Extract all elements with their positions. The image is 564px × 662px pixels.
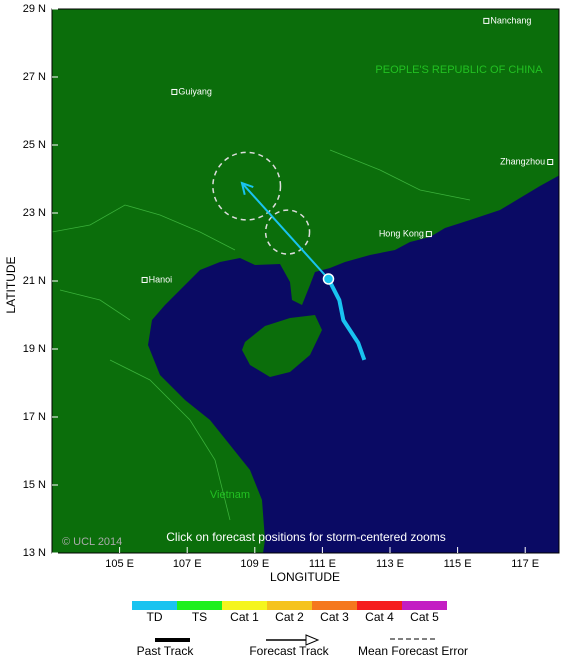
- error-circle[interactable]: [264, 209, 311, 255]
- legend-label: Cat 5: [410, 610, 439, 624]
- city-label: Hong Kong: [379, 228, 424, 238]
- x-tick-label: 111 E: [309, 558, 336, 570]
- city-label: Guiyang: [178, 86, 212, 96]
- x-axis-label: LONGITUDE: [270, 570, 340, 584]
- city-label: Hanoi: [149, 274, 173, 284]
- x-tick-label: 109 E: [240, 558, 269, 570]
- y-tick-label: 21 N: [23, 275, 46, 287]
- city-marker: [425, 231, 432, 238]
- legend-swatch: [267, 601, 312, 610]
- legend-swatch: [132, 601, 177, 610]
- y-tick-label: 13 N: [23, 547, 46, 559]
- city-label: Nanchang: [490, 15, 531, 25]
- x-tick-label: 105 E: [105, 558, 134, 570]
- legend-swatch: [177, 601, 222, 610]
- city-marker: [547, 159, 554, 165]
- country-label: Vietnam: [210, 489, 250, 501]
- y-tick-label: 27 N: [23, 71, 46, 83]
- forecast-arrowhead: [240, 181, 254, 195]
- x-tick-label: 115 E: [444, 558, 472, 570]
- past-track: [326, 278, 367, 361]
- legend-line-label: Mean Forecast Error: [358, 644, 468, 658]
- legend-label: TS: [192, 610, 207, 624]
- country-label: PEOPLE'S REPUBLIC OF CHINA: [375, 64, 543, 76]
- legend-label: Cat 1: [230, 610, 259, 624]
- y-tick-label: 29 N: [23, 3, 46, 15]
- legend-swatch: [312, 601, 357, 610]
- legend-arrowhead: [305, 634, 320, 646]
- legend-swatch: [222, 601, 267, 610]
- y-axis-label: LATITUDE: [4, 256, 18, 313]
- y-tick-label: 19 N: [23, 343, 46, 355]
- city-marker: [171, 88, 178, 95]
- hainan: [242, 315, 322, 377]
- storm-position: [322, 273, 335, 285]
- forecast-track: [241, 182, 330, 280]
- y-tick-label: 15 N: [23, 479, 46, 491]
- sea: [148, 175, 559, 553]
- city-marker: [483, 17, 490, 24]
- legend-label: TD: [147, 610, 163, 624]
- hint: Click on forecast positions for storm-ce…: [166, 530, 445, 544]
- legend-line-label: Forecast Track: [249, 644, 329, 658]
- error-circle[interactable]: [212, 151, 282, 221]
- borders: [52, 149, 471, 521]
- y-tick-label: 23 N: [23, 207, 46, 219]
- city-marker: [141, 276, 148, 283]
- basemap: [52, 9, 559, 553]
- city-label: Zhangzhou: [500, 156, 545, 166]
- credit: © UCL 2014: [62, 536, 122, 548]
- legend-label: Cat 4: [365, 610, 394, 624]
- legend-label: Cat 2: [275, 610, 304, 624]
- y-tick-label: 17 N: [23, 411, 46, 423]
- x-tick-label: 107 E: [173, 558, 202, 570]
- legend-swatch: [357, 601, 402, 610]
- legend-line-label: Past Track: [137, 644, 195, 658]
- x-tick-label: 113 E: [376, 558, 404, 570]
- y-tick-label: 25 N: [23, 139, 46, 151]
- legend-label: Cat 3: [320, 610, 349, 624]
- x-tick-label: 117 E: [511, 558, 539, 570]
- legend-swatch: [402, 601, 447, 610]
